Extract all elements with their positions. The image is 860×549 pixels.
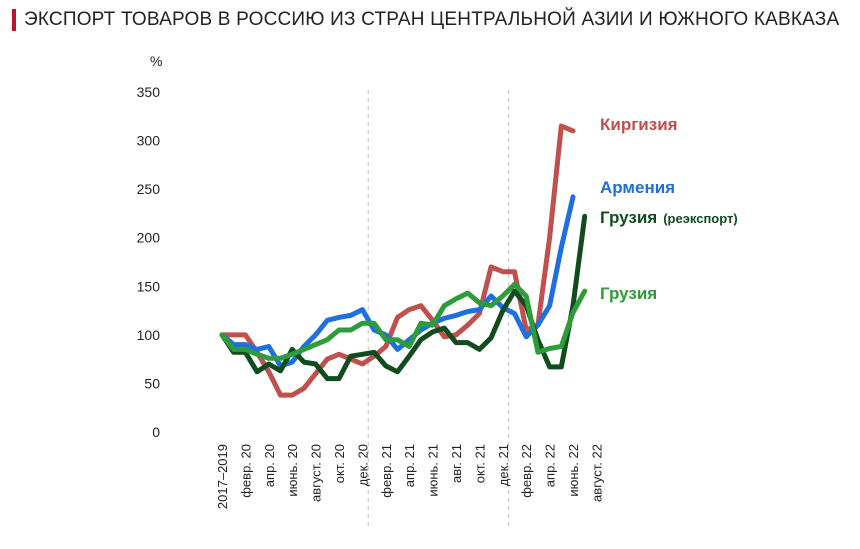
x-tick-label: февр. 20 — [238, 444, 253, 498]
x-tick-label: июнь. 21 — [426, 444, 441, 497]
y-tick-label: 350 — [137, 84, 161, 100]
series-name: Грузия — [600, 208, 657, 227]
y-axis: 0 50 100 150 200 250 300 350 — [137, 84, 161, 440]
series-name: Грузия — [600, 284, 657, 303]
series-label-4: Грузия — [600, 284, 657, 303]
series-labels: Киргизия Армения Грузия (реэкспорт) Грузия — [600, 115, 738, 303]
y-tick-label: 300 — [137, 133, 161, 149]
x-tick-label: авг. 21 — [449, 444, 464, 483]
x-tick-label: февр. 21 — [379, 444, 394, 498]
x-tick-label: февр. 22 — [519, 444, 534, 498]
series-name: Киргизия — [600, 115, 678, 134]
x-tick-label: апр. 21 — [402, 444, 417, 487]
accent-bar — [12, 9, 16, 31]
series-label-1: Киргизия — [600, 115, 678, 134]
y-tick-label: 150 — [137, 278, 161, 294]
series-sublabel: (реэкспорт) — [663, 211, 738, 226]
y-tick-label: 0 — [152, 424, 160, 440]
x-tick-label: июнь. 20 — [285, 444, 300, 497]
x-tick-label: дек. 21 — [496, 444, 511, 486]
x-tick-label: дек. 20 — [355, 444, 370, 486]
y-tick-label: 100 — [137, 327, 161, 343]
x-tick-label: окт. 20 — [332, 444, 347, 483]
x-axis: 2017–2019 февр. 20 апр. 20 июнь. 20 август. … — [215, 444, 604, 509]
x-tick-label: август. 22 — [589, 444, 604, 502]
series-line-1 — [219, 123, 576, 398]
chart-title: ЭКСПОРТ ТОВАРОВ В РОССИЮ ИЗ СТРАН ЦЕНТРА… — [24, 9, 840, 30]
x-tick-label: июнь. 22 — [566, 444, 581, 497]
series-name: Армения — [600, 178, 675, 197]
x-tick-label: окт. 21 — [472, 444, 487, 483]
y-tick-label: 250 — [137, 181, 161, 197]
x-tick-label: август. 20 — [309, 444, 324, 502]
y-tick-label: 50 — [144, 375, 160, 391]
x-tick-label: 2017–2019 — [215, 444, 230, 509]
x-tick-label: апр. 22 — [543, 444, 558, 487]
y-axis-unit: % — [150, 53, 162, 69]
chart-header: ЭКСПОРТ ТОВАРОВ В РОССИЮ ИЗ СТРАН ЦЕНТРА… — [12, 8, 839, 32]
series-lines — [219, 123, 588, 398]
series-label-3: Грузия (реэкспорт) — [600, 208, 738, 227]
y-tick-label: 200 — [137, 230, 161, 246]
series-line-4 — [219, 281, 588, 361]
x-tick-label: апр. 20 — [262, 444, 277, 487]
series-label-2: Армения — [600, 178, 675, 197]
series-line-3 — [219, 213, 588, 382]
